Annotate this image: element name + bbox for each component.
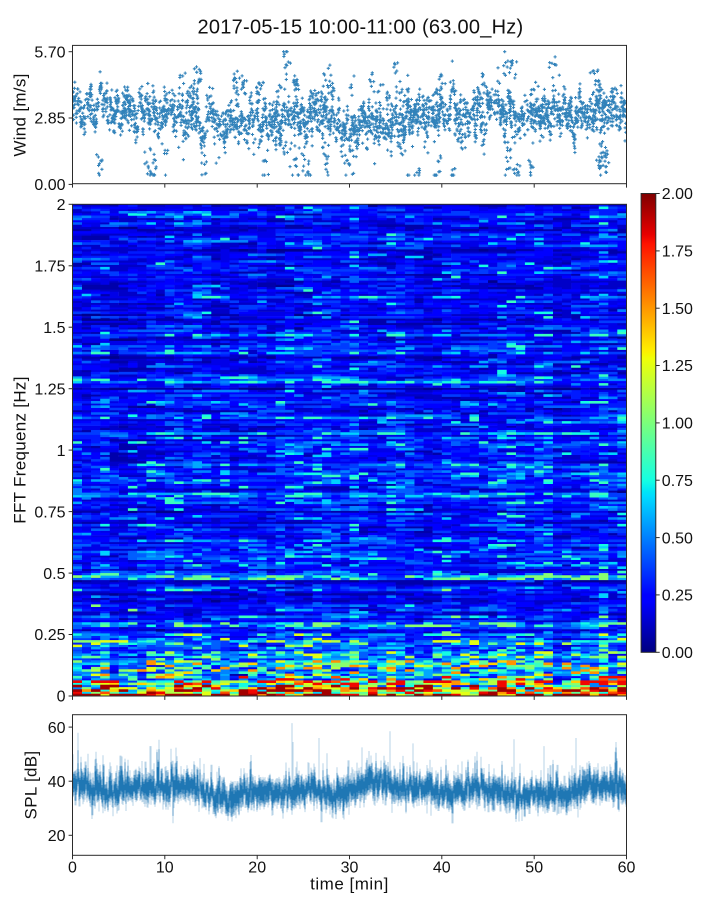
svg-text:1.5: 1.5 [43, 320, 65, 337]
svg-text:time [min]: time [min] [310, 875, 389, 894]
svg-text:20: 20 [248, 860, 266, 877]
svg-text:0: 0 [57, 689, 66, 706]
svg-text:40: 40 [433, 860, 451, 877]
svg-text:Wind [m/s]: Wind [m/s] [11, 73, 30, 156]
svg-text:SPL [dB]: SPL [dB] [22, 751, 41, 820]
svg-text:0.25: 0.25 [34, 627, 65, 644]
svg-text:0.75: 0.75 [34, 504, 65, 521]
svg-text:2017-05-15 10:00-11:00 (63.00_: 2017-05-15 10:00-11:00 (63.00_Hz) [198, 17, 524, 39]
svg-text:1.00: 1.00 [662, 416, 693, 433]
svg-text:50: 50 [525, 860, 543, 877]
svg-text:2: 2 [57, 197, 66, 214]
svg-text:0.50: 0.50 [662, 530, 693, 547]
svg-text:10: 10 [156, 860, 174, 877]
svg-text:FFT Frequenz [Hz]: FFT Frequenz [Hz] [11, 376, 30, 523]
svg-text:0.00: 0.00 [662, 645, 693, 662]
svg-text:2.85: 2.85 [34, 111, 65, 128]
svg-text:60: 60 [618, 860, 636, 877]
svg-text:40: 40 [48, 774, 66, 791]
svg-text:0.75: 0.75 [662, 473, 693, 490]
svg-text:5.70: 5.70 [34, 44, 65, 61]
svg-text:1.50: 1.50 [662, 301, 693, 318]
svg-text:0.5: 0.5 [43, 566, 65, 583]
svg-text:20: 20 [48, 828, 66, 845]
svg-text:1.25: 1.25 [34, 381, 65, 398]
svg-text:0: 0 [68, 860, 77, 877]
svg-text:1.25: 1.25 [662, 358, 693, 375]
svg-text:30: 30 [341, 860, 359, 877]
svg-text:0.25: 0.25 [662, 588, 693, 605]
svg-text:1: 1 [57, 443, 66, 460]
svg-text:60: 60 [48, 720, 66, 737]
svg-text:1.75: 1.75 [34, 259, 65, 276]
svg-text:2.00: 2.00 [662, 186, 693, 203]
svg-text:0.00: 0.00 [34, 177, 65, 194]
svg-text:1.75: 1.75 [662, 244, 693, 261]
